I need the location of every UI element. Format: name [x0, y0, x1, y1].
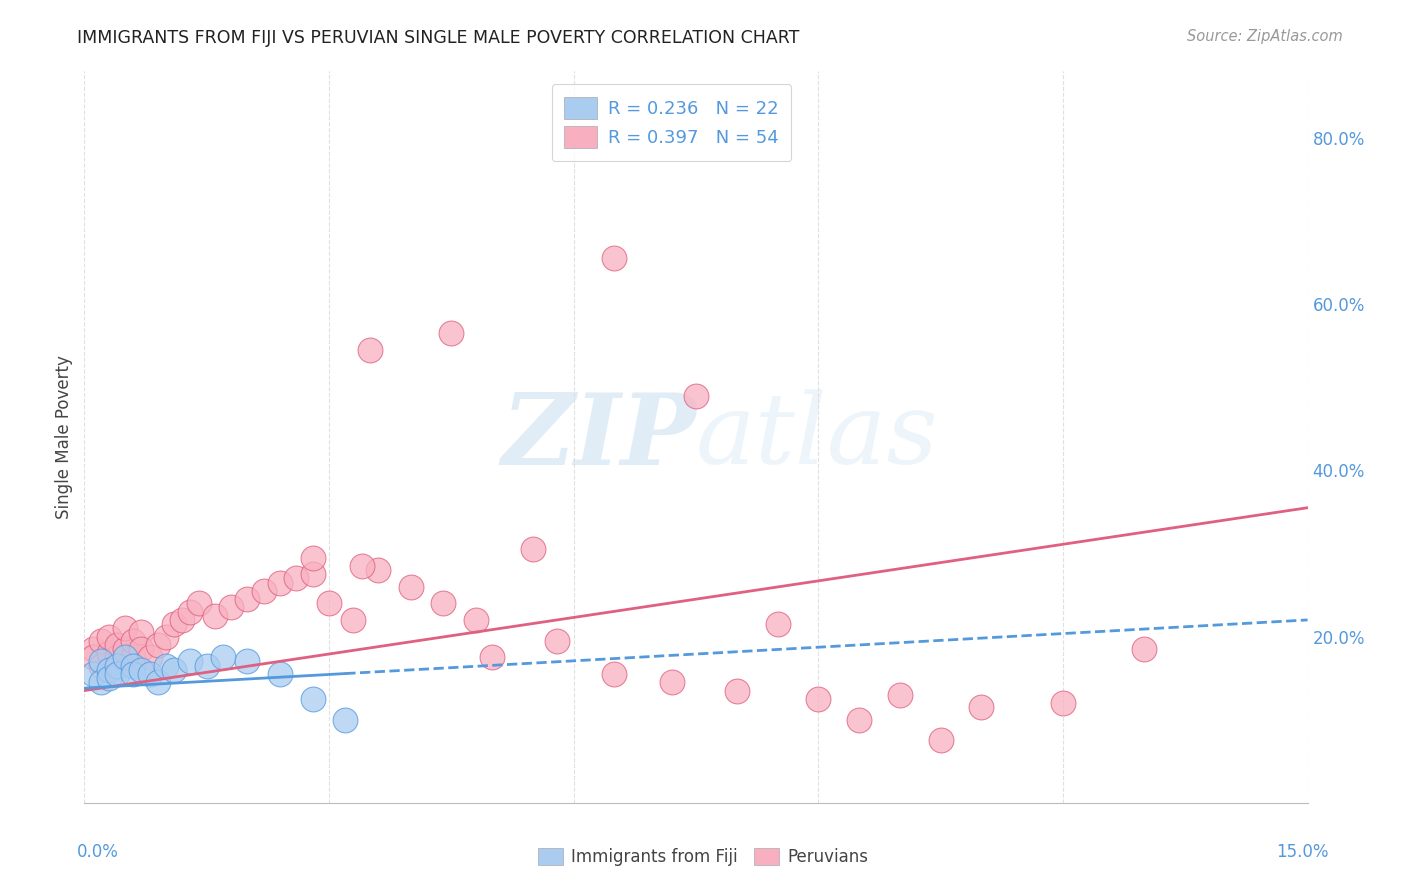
Point: [105, 658, 128, 673]
Point: [97, 646, 120, 660]
Point: [359, 343, 381, 357]
Point: [122, 650, 145, 665]
Point: [1133, 642, 1156, 657]
Text: IMMIGRANTS FROM FIJI VS PERUVIAN SINGLE MALE POVERTY CORRELATION CHART: IMMIGRANTS FROM FIJI VS PERUVIAN SINGLE …: [77, 29, 800, 46]
Y-axis label: Single Male Poverty: Single Male Poverty: [55, 355, 73, 519]
Point: [204, 608, 226, 623]
Point: [105, 650, 128, 665]
Point: [138, 650, 160, 665]
Point: [766, 617, 789, 632]
Point: [350, 558, 373, 573]
Point: [155, 630, 177, 644]
Point: [82, 642, 104, 657]
Point: [929, 733, 952, 747]
Point: [661, 675, 683, 690]
Point: [131, 642, 153, 657]
Point: [440, 326, 463, 341]
Point: [155, 658, 177, 673]
Point: [114, 650, 136, 665]
Point: [97, 671, 120, 685]
Point: [335, 713, 357, 727]
Point: [131, 663, 153, 677]
Point: [114, 621, 136, 635]
Text: Source: ZipAtlas.com: Source: ZipAtlas.com: [1187, 29, 1343, 44]
Point: [122, 633, 145, 648]
Legend: Immigrants from Fiji, Peruvians: Immigrants from Fiji, Peruvians: [529, 840, 877, 875]
Point: [725, 683, 748, 698]
Point: [146, 638, 169, 652]
Text: 0.0%: 0.0%: [77, 843, 120, 861]
Point: [253, 583, 276, 598]
Text: ZIP: ZIP: [501, 389, 696, 485]
Point: [432, 596, 454, 610]
Point: [90, 633, 112, 648]
Text: atlas: atlas: [696, 390, 939, 484]
Point: [603, 667, 626, 681]
Point: [105, 638, 128, 652]
Point: [97, 663, 120, 677]
Point: [90, 658, 112, 673]
Point: [187, 596, 209, 610]
Point: [522, 542, 544, 557]
Point: [90, 655, 112, 669]
Point: [122, 667, 145, 681]
Point: [807, 692, 830, 706]
Point: [236, 655, 259, 669]
Point: [269, 575, 291, 590]
Point: [138, 667, 160, 681]
Point: [97, 630, 120, 644]
Text: 15.0%: 15.0%: [1277, 843, 1329, 861]
Point: [82, 650, 104, 665]
Point: [179, 605, 201, 619]
Point: [82, 667, 104, 681]
Point: [367, 563, 389, 577]
Point: [301, 692, 323, 706]
Point: [163, 663, 186, 677]
Point: [546, 633, 568, 648]
Point: [163, 617, 186, 632]
Point: [970, 700, 993, 714]
Point: [269, 667, 291, 681]
Legend: R = 0.236   N = 22, R = 0.397   N = 54: R = 0.236 N = 22, R = 0.397 N = 54: [551, 84, 792, 161]
Point: [889, 688, 911, 702]
Point: [603, 252, 626, 266]
Point: [342, 613, 364, 627]
Point: [90, 675, 112, 690]
Point: [301, 550, 323, 565]
Point: [301, 567, 323, 582]
Point: [285, 571, 308, 585]
Point: [179, 655, 201, 669]
Point: [146, 675, 169, 690]
Point: [685, 388, 707, 402]
Point: [848, 713, 870, 727]
Point: [122, 658, 145, 673]
Point: [318, 596, 340, 610]
Point: [105, 667, 128, 681]
Point: [131, 625, 153, 640]
Point: [1052, 696, 1074, 710]
Point: [236, 592, 259, 607]
Point: [399, 580, 422, 594]
Point: [464, 613, 486, 627]
Point: [195, 658, 218, 673]
Point: [219, 600, 242, 615]
Point: [481, 650, 503, 665]
Point: [114, 642, 136, 657]
Point: [212, 650, 235, 665]
Point: [172, 613, 194, 627]
